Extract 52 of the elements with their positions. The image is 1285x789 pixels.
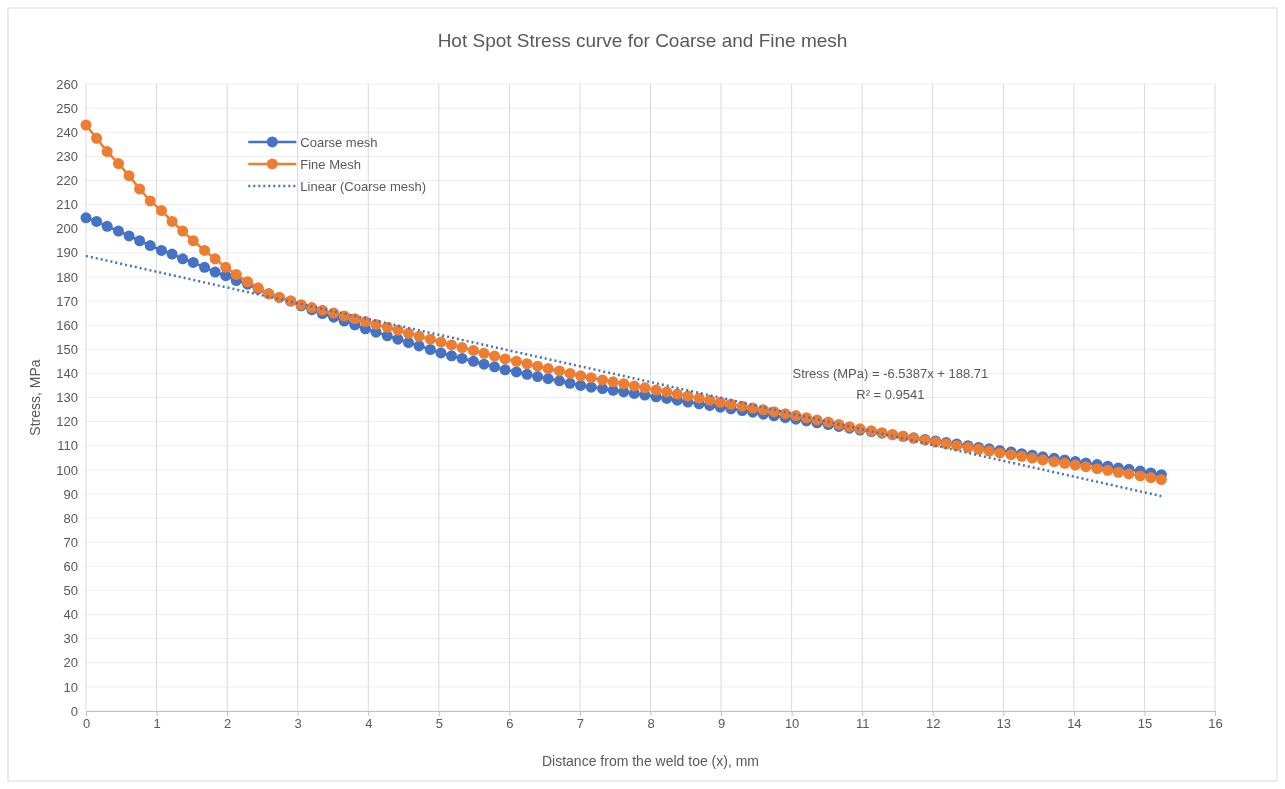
legend-label: Linear (Coarse mesh) [300,178,427,194]
x-tick-label: 16 [1208,716,1223,732]
y-tick-label: 240 [56,124,78,140]
y-tick-label: 80 [63,510,78,526]
y-tick-label: 220 [56,173,78,189]
chart-title: Hot Spot Stress curve for Coarse and Fine mesh [437,30,848,51]
y-tick-label: 230 [56,149,78,165]
x-tick-label: 7 [576,716,585,732]
y-tick-label: 40 [63,607,78,623]
y-tick-label: 90 [63,486,78,502]
legend-label: Coarse mesh [300,134,378,150]
legend-label: Fine Mesh [300,156,361,172]
y-tick-label: 110 [57,438,78,454]
y-tick-label: 120 [56,414,78,430]
x-tick-label: 14 [1067,716,1082,732]
x-tick-label: 2 [224,716,232,732]
x-tick-label: 15 [1137,716,1153,732]
y-tick-label: 0 [70,703,78,719]
y-tick-label: 260 [56,76,78,92]
y-tick-label: 30 [63,631,78,647]
y-tick-label: 150 [56,341,78,357]
x-tick-label: 4 [365,716,373,732]
y-tick-label: 10 [63,679,78,695]
y-tick-label: 20 [63,655,78,671]
y-tick-label: 200 [56,221,78,237]
y-tick-label: 100 [56,462,78,478]
y-tick-label: 180 [56,269,78,285]
y-tick-label: 140 [56,366,78,382]
x-tick-label: 8 [647,716,655,732]
x-tick-label: 5 [435,716,443,732]
y-tick-label: 50 [63,583,78,599]
x-axis-title: Distance from the weld toe (x), mm [541,753,760,769]
x-tick-label: 9 [717,716,726,732]
annotation: Stress (MPa) = -6.5387x + 188.71 [792,366,989,382]
x-tick-label: 3 [294,716,302,732]
y-tick-label: 210 [56,197,78,213]
y-axis-title: Stress, MPa [27,359,43,436]
x-tick-label: 10 [784,716,800,732]
y-tick-label: 130 [56,390,78,406]
x-tick-label: 0 [82,716,91,732]
x-tick-label: 11 [855,716,870,732]
x-tick-label: 6 [506,716,514,732]
y-tick-label: 250 [56,100,78,116]
x-tick-label: 12 [926,716,941,732]
y-tick-label: 190 [56,245,78,261]
annotation: R² = 0.9541 [856,387,925,403]
x-tick-label: 1 [153,716,161,732]
y-tick-label: 60 [63,558,78,574]
y-tick-label: 160 [56,317,78,333]
x-tick-label: 13 [996,716,1012,732]
y-tick-label: 70 [63,534,78,550]
y-tick-label: 170 [56,293,78,309]
